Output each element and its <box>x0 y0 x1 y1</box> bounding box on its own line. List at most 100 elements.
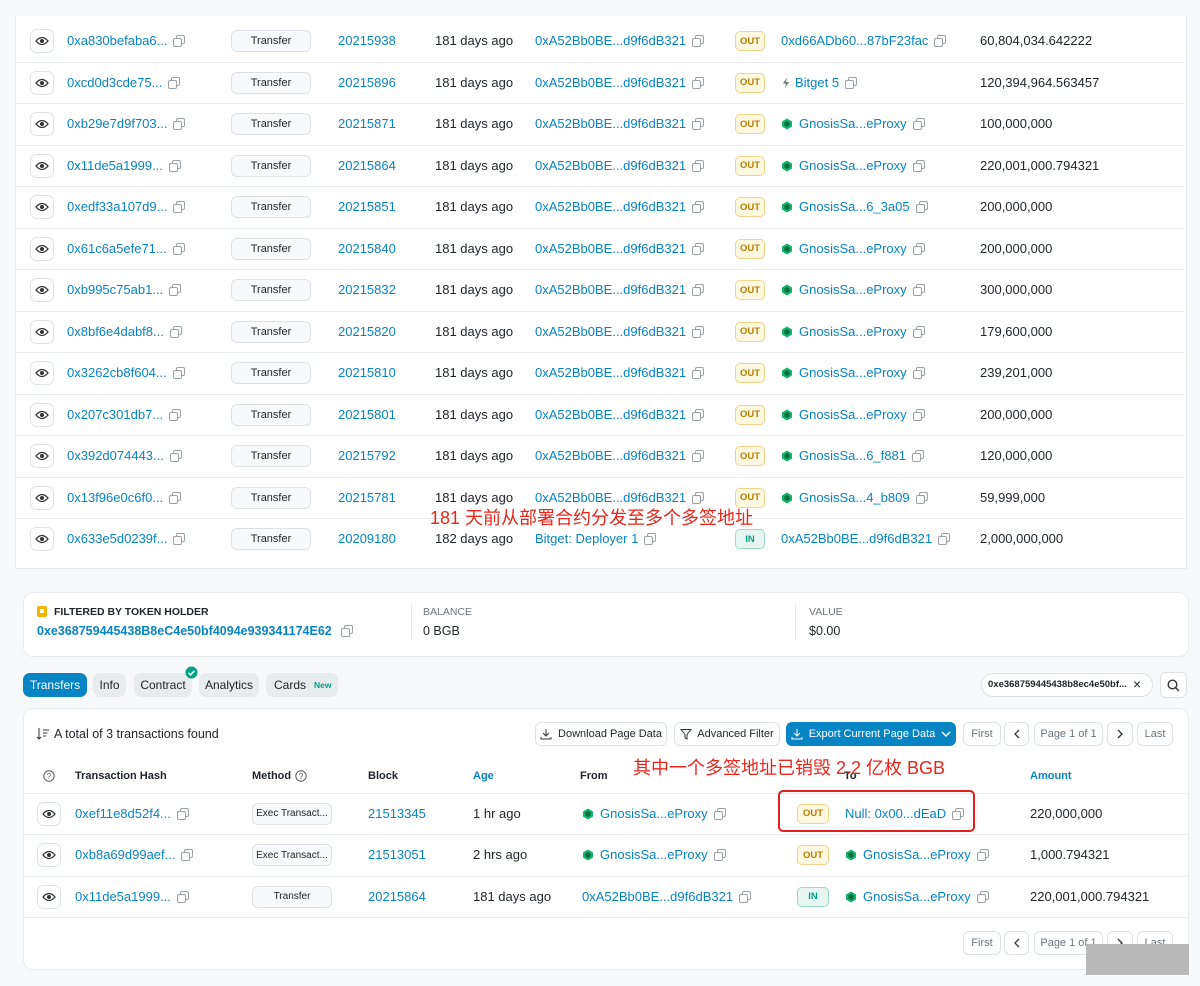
view-button[interactable] <box>30 29 54 53</box>
copy-icon[interactable] <box>976 890 989 903</box>
address[interactable]: GnosisSa...eProxy <box>799 282 907 297</box>
copy-icon[interactable] <box>912 159 925 172</box>
address[interactable]: 0xA52Bb0BE...d9f6dB321 <box>535 157 687 173</box>
view-button[interactable] <box>30 70 54 95</box>
first-button[interactable]: First <box>963 722 1001 746</box>
copy-icon[interactable] <box>912 118 925 130</box>
address[interactable]: 0x207c301db7... <box>67 406 164 422</box>
address[interactable]: GnosisSa...4_b809 <box>799 489 910 505</box>
block[interactable]: 20215810 <box>338 365 396 380</box>
copy-icon[interactable] <box>692 325 705 338</box>
block[interactable]: 20215820 <box>338 323 396 339</box>
address[interactable]: 0xA52Bb0BE...d9f6dB321 <box>535 116 687 131</box>
copy-icon[interactable] <box>168 159 181 172</box>
copy-icon[interactable] <box>173 201 186 213</box>
export-button[interactable]: Export Current Page Data <box>786 722 956 746</box>
download-button[interactable]: Download Page Data <box>535 722 667 746</box>
prev-button[interactable] <box>1004 931 1029 955</box>
block[interactable]: 20215871 <box>338 116 396 131</box>
clear-icon[interactable]: × <box>1133 676 1142 692</box>
copy-icon[interactable] <box>692 367 705 379</box>
tab[interactable]: Transfers <box>23 673 87 697</box>
address[interactable]: 0x633e5d0239f... <box>67 531 168 546</box>
view-button[interactable] <box>30 444 54 468</box>
view-button[interactable] <box>30 361 54 385</box>
address[interactable]: 0xedf33a107d9... <box>67 199 168 214</box>
prev-button[interactable] <box>1004 722 1029 746</box>
address[interactable]: GnosisSa...6_3a05 <box>799 199 910 214</box>
copy-icon[interactable] <box>912 284 925 296</box>
address[interactable]: 0xA52Bb0BE...d9f6dB321 <box>535 323 687 339</box>
copy-icon[interactable] <box>952 807 965 820</box>
address[interactable]: 0x3262cb8f604... <box>67 365 167 380</box>
copy-icon[interactable] <box>915 491 928 504</box>
copy-icon[interactable] <box>692 408 705 421</box>
copy-icon[interactable] <box>176 890 189 903</box>
copy-icon[interactable] <box>341 625 353 637</box>
view-button[interactable] <box>37 843 61 867</box>
copy-icon[interactable] <box>692 118 705 130</box>
copy-icon[interactable] <box>692 284 705 296</box>
address[interactable]: GnosisSa...eProxy <box>600 805 708 821</box>
block[interactable]: 20209180 <box>338 531 396 546</box>
address[interactable]: 0xA52Bb0BE...d9f6dB321 <box>582 888 734 904</box>
block[interactable]: 20215896 <box>338 74 396 90</box>
copy-icon[interactable] <box>915 201 928 213</box>
address[interactable]: GnosisSa...eProxy <box>799 323 907 339</box>
copy-icon[interactable] <box>713 807 726 820</box>
tab[interactable]: Analytics <box>199 673 259 697</box>
copy-icon[interactable] <box>692 450 705 462</box>
copy-icon[interactable] <box>692 35 705 47</box>
address[interactable]: 0xef11e8d52f4... <box>75 805 171 821</box>
address[interactable]: 0xb995c75ab1... <box>67 282 164 297</box>
block[interactable]: 21513345 <box>368 805 426 821</box>
address[interactable]: 0x11de5a1999... <box>75 888 171 904</box>
view-button[interactable] <box>30 153 54 178</box>
block[interactable]: 20215864 <box>368 888 426 904</box>
copy-icon[interactable] <box>739 890 752 903</box>
block[interactable]: 20215832 <box>338 282 396 297</box>
tab[interactable]: Contract <box>134 673 192 697</box>
first-button[interactable]: First <box>963 931 1001 955</box>
block[interactable]: 20215792 <box>338 448 396 463</box>
address[interactable]: GnosisSa...eProxy <box>799 406 907 422</box>
address[interactable]: 0xb29e7d9f703... <box>67 116 168 131</box>
last-button[interactable]: Last <box>1137 722 1173 746</box>
address[interactable]: 0xA52Bb0BE...d9f6dB321 <box>535 489 687 505</box>
view-button[interactable] <box>30 527 54 551</box>
view-button[interactable] <box>30 278 54 302</box>
block[interactable]: 20215840 <box>338 240 396 256</box>
address[interactable]: GnosisSa...eProxy <box>799 157 907 173</box>
block[interactable]: 20215801 <box>338 406 396 422</box>
copy-icon[interactable] <box>173 118 186 130</box>
view-button[interactable] <box>37 801 61 826</box>
address[interactable]: 0xd66ADb60...87bF23fac <box>781 33 929 48</box>
block[interactable]: 21513051 <box>368 847 426 862</box>
copy-icon[interactable] <box>912 325 925 338</box>
copy-icon[interactable] <box>169 450 182 462</box>
copy-icon[interactable] <box>912 242 925 255</box>
next-button[interactable] <box>1107 722 1133 746</box>
address[interactable]: 0xA52Bb0BE...d9f6dB321 <box>781 531 933 546</box>
view-button[interactable] <box>30 195 54 219</box>
copy-icon[interactable] <box>172 367 185 379</box>
address[interactable]: GnosisSa...6_f881 <box>799 448 906 463</box>
address[interactable]: 0xA52Bb0BE...d9f6dB321 <box>535 74 687 90</box>
address[interactable]: 0xa830befaba6... <box>67 33 168 48</box>
copy-icon[interactable] <box>845 76 858 89</box>
copy-icon[interactable] <box>713 849 726 861</box>
block[interactable]: 20215938 <box>338 33 396 48</box>
block[interactable]: 20215781 <box>338 489 396 505</box>
address[interactable]: GnosisSa...eProxy <box>600 847 708 862</box>
copy-icon[interactable] <box>172 242 185 255</box>
search-button[interactable] <box>1160 672 1187 698</box>
copy-icon[interactable] <box>181 849 194 861</box>
copy-icon[interactable] <box>644 533 657 545</box>
address[interactable]: 0x13f96e0c6f0... <box>67 489 164 505</box>
copy-icon[interactable] <box>692 76 705 89</box>
address[interactable]: 0xA52Bb0BE...d9f6dB321 <box>535 240 687 256</box>
view-button[interactable] <box>30 319 54 344</box>
address[interactable]: GnosisSa...eProxy <box>799 116 907 131</box>
address[interactable]: 0x61c6a5efe71... <box>67 240 167 256</box>
copy-icon[interactable] <box>692 201 705 213</box>
